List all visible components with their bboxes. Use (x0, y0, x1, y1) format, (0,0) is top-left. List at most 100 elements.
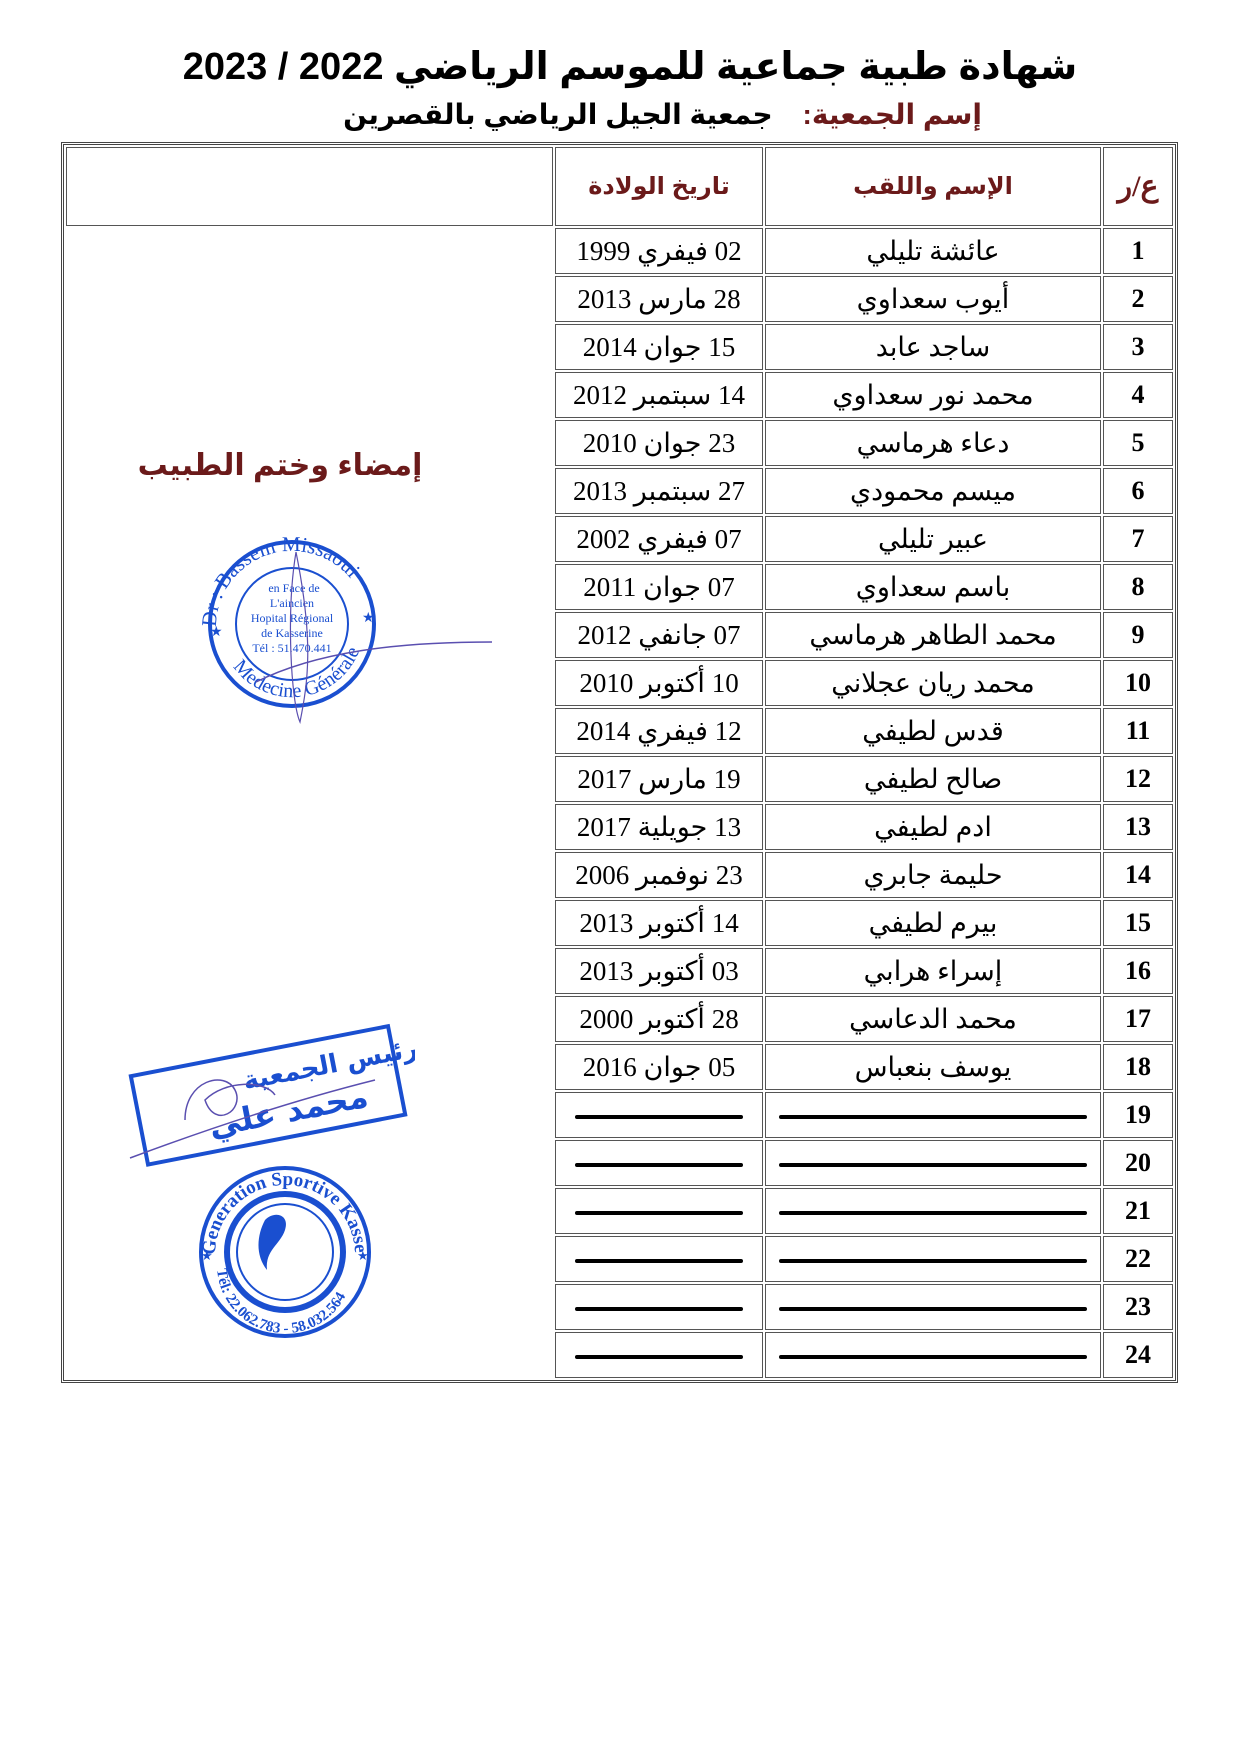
row-date-blank (555, 1092, 763, 1138)
row-name-blank (765, 1140, 1101, 1186)
row-number: 16 (1103, 948, 1173, 994)
row-number: 7 (1103, 516, 1173, 562)
club-stamp: Generation Sportive Kasserine Tél: 22.06… (195, 1160, 371, 1338)
row-name: محمد نور سعداوي (765, 372, 1101, 418)
row-birth-date: 07 جوان 2011 (555, 564, 763, 610)
doctor-stamp: Dr : Bassem Missaoui Medecine Générale e… (197, 532, 493, 724)
row-birth-date: 03 أكتوبر 2013 (555, 948, 763, 994)
row-name-blank (765, 1284, 1101, 1330)
table-row: 9 محمد الطاهر هرماسي 07 جانفي 2012 (66, 612, 1173, 658)
row-name-blank (765, 1332, 1101, 1378)
row-birth-date: 13 جويلية 2017 (555, 804, 763, 850)
row-name: محمد الدعاسي (765, 996, 1101, 1042)
table-row: 5 دعاء هرماسي 23 جوان 2010 (66, 420, 1173, 466)
row-number: 5 (1103, 420, 1173, 466)
athletes-table: ع/ر الإسم واللقب تاريخ الولادة 1 عائشة تل… (61, 142, 1178, 1383)
row-number: 4 (1103, 372, 1173, 418)
blank-line (574, 1307, 744, 1312)
table-row: 24 (66, 1332, 1173, 1378)
blank-line (574, 1163, 744, 1168)
table-row: 10 محمد ريان عجلاني 10 أكتوبر 2010 (66, 660, 1173, 706)
table-row: 4 محمد نور سعداوي 14 سبتمبر 2012 (66, 372, 1173, 418)
row-number: 18 (1103, 1044, 1173, 1090)
svg-text:★: ★ (362, 611, 375, 626)
row-date-blank (555, 1236, 763, 1282)
row-name: أيوب سعداوي (765, 276, 1101, 322)
association-label: إسم الجمعية: (802, 99, 982, 130)
row-number: 22 (1103, 1236, 1173, 1282)
association-line: إسم الجمعية: جمعية الجيل الرياضي بالقصري… (343, 98, 982, 131)
row-number: 6 (1103, 468, 1173, 514)
table-row: 17 محمد الدعاسي 28 أكتوبر 2000 (66, 996, 1173, 1042)
row-name: حليمة جابري (765, 852, 1101, 898)
row-name: محمد ريان عجلاني (765, 660, 1101, 706)
table-row: 11 قدس لطيفي 12 فيفري 2014 (66, 708, 1173, 754)
row-birth-date: 05 جوان 2016 (555, 1044, 763, 1090)
doctor-stamp-line: Hopital Régional (251, 611, 334, 625)
row-name: باسم سعداوي (765, 564, 1101, 610)
table-row: 13 ادم لطيفي 13 جويلية 2017 (66, 804, 1173, 850)
blank-line (574, 1115, 744, 1120)
row-birth-date: 07 فيفري 2002 (555, 516, 763, 562)
blank-line (574, 1211, 744, 1216)
row-number: 3 (1103, 324, 1173, 370)
row-birth-date: 19 مارس 2017 (555, 756, 763, 802)
doctor-stamp-line: L'aincien (270, 596, 314, 610)
table-row: 21 (66, 1188, 1173, 1234)
doctor-stamp-line: Tél : 51.470.441 (252, 641, 331, 655)
row-number: 12 (1103, 756, 1173, 802)
blank-line (574, 1355, 744, 1360)
row-birth-date: 14 سبتمبر 2012 (555, 372, 763, 418)
row-name: صالح لطيفي (765, 756, 1101, 802)
table-row: 16 إسراء هرابي 03 أكتوبر 2013 (66, 948, 1173, 994)
row-number: 14 (1103, 852, 1173, 898)
table-row: 7 عبير تليلي 07 فيفري 2002 (66, 516, 1173, 562)
row-name-blank (765, 1236, 1101, 1282)
row-birth-date: 14 أكتوبر 2013 (555, 900, 763, 946)
row-name: بيرم لطيفي (765, 900, 1101, 946)
row-number: 24 (1103, 1332, 1173, 1378)
row-name: عائشة تليلي (765, 228, 1101, 274)
doctor-stamp-line: de Kasserine (261, 626, 323, 640)
row-birth-date: 27 سبتمبر 2013 (555, 468, 763, 514)
row-name: دعاء هرماسي (765, 420, 1101, 466)
row-number: 20 (1103, 1140, 1173, 1186)
table-row: 3 ساجد عابد 15 جوان 2014 (66, 324, 1173, 370)
blank-line (779, 1259, 1087, 1264)
table-row: 15 بيرم لطيفي 14 أكتوبر 2013 (66, 900, 1173, 946)
row-date-blank (555, 1140, 763, 1186)
table-row: 18 يوسف بنعباس 05 جوان 2016 (66, 1044, 1173, 1090)
row-number: 10 (1103, 660, 1173, 706)
row-name: ادم لطيفي (765, 804, 1101, 850)
row-date-blank (555, 1284, 763, 1330)
row-name: يوسف بنعباس (765, 1044, 1101, 1090)
row-number: 13 (1103, 804, 1173, 850)
row-birth-date: 15 جوان 2014 (555, 324, 763, 370)
blank-line (779, 1307, 1087, 1312)
association-name: جمعية الجيل الرياضي بالقصرين (343, 99, 773, 130)
row-birth-date: 23 جوان 2010 (555, 420, 763, 466)
header-number: ع/ر (1103, 147, 1173, 226)
row-name: قدس لطيفي (765, 708, 1101, 754)
header-birth-date: تاريخ الولادة (555, 147, 763, 226)
signature-cell (66, 147, 553, 226)
row-number: 21 (1103, 1188, 1173, 1234)
table-row: 1 عائشة تليلي 02 فيفري 1999 (66, 228, 1173, 274)
row-number: 19 (1103, 1092, 1173, 1138)
row-name-blank (765, 1092, 1101, 1138)
row-number: 2 (1103, 276, 1173, 322)
blank-line (779, 1163, 1087, 1168)
blank-line (574, 1259, 744, 1264)
row-date-blank (555, 1332, 763, 1378)
table-row: 20 (66, 1140, 1173, 1186)
row-birth-date: 07 جانفي 2012 (555, 612, 763, 658)
row-birth-date: 10 أكتوبر 2010 (555, 660, 763, 706)
row-name: إسراء هرابي (765, 948, 1101, 994)
svg-text:★: ★ (201, 1248, 213, 1263)
doctor-stamp-line: en Face de (268, 581, 319, 595)
row-name: ساجد عابد (765, 324, 1101, 370)
row-birth-date: 02 فيفري 1999 (555, 228, 763, 274)
row-number: 8 (1103, 564, 1173, 610)
table-row: 19 (66, 1092, 1173, 1138)
row-birth-date: 12 فيفري 2014 (555, 708, 763, 754)
